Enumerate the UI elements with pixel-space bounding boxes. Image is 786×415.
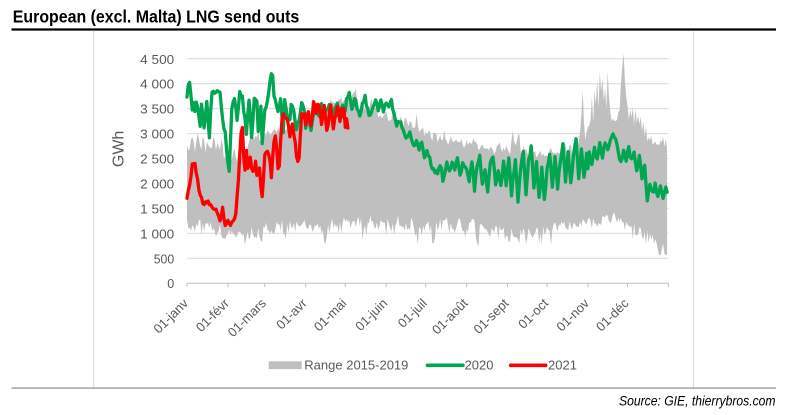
svg-text:Range 2015-2019: Range 2015-2019 — [304, 357, 408, 372]
svg-text:GWh: GWh — [111, 131, 128, 167]
svg-text:2020: 2020 — [465, 357, 494, 372]
svg-text:4 000: 4 000 — [140, 77, 174, 92]
svg-text:2021: 2021 — [548, 357, 577, 372]
svg-text:1 500: 1 500 — [140, 201, 174, 216]
svg-text:1 000: 1 000 — [140, 226, 174, 241]
svg-text:2 500: 2 500 — [140, 152, 174, 167]
svg-text:European (excl. Malta) LNG sen: European (excl. Malta) LNG send outs — [13, 7, 300, 27]
svg-text:3 000: 3 000 — [140, 127, 174, 142]
svg-text:4 500: 4 500 — [140, 52, 174, 67]
svg-text:2 000: 2 000 — [140, 176, 174, 191]
svg-text:500: 500 — [154, 251, 175, 266]
svg-text:Source: GIE, thierrybros.com: Source: GIE, thierrybros.com — [619, 394, 776, 409]
svg-text:3 500: 3 500 — [140, 102, 174, 117]
svg-text:0: 0 — [167, 276, 174, 291]
